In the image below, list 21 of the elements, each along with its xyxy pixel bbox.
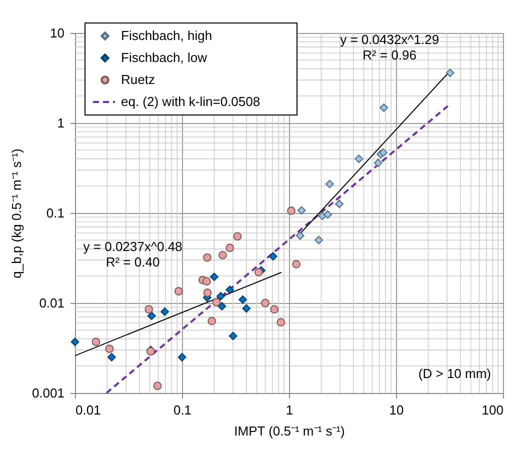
- y-tick-label: 0.01: [39, 296, 64, 310]
- legend-label: Ruetz: [121, 72, 155, 87]
- legend-label: Fischbach, low: [121, 50, 208, 65]
- x-tick-label: 10: [389, 402, 404, 418]
- y-tick-label: 10: [50, 26, 64, 40]
- annotation: y = 0.0237x^0.48: [83, 239, 182, 254]
- y-tick-label: 0.1: [46, 206, 64, 220]
- y-tick-label: 1: [57, 116, 64, 130]
- annotation: y = 0.0432x^1.29: [340, 32, 440, 48]
- y-tick-label: 0.001: [32, 386, 64, 400]
- annotation: (D > 10 mm): [418, 366, 491, 381]
- x-tick-label: 1: [286, 402, 294, 418]
- x-tick-label: 0.1: [173, 402, 192, 418]
- x-tick-label: 100: [482, 402, 504, 418]
- y-axis-title: q_b,p (kg 0.5⁻¹ m⁻¹ s⁻¹): [8, 148, 24, 278]
- x-axis-title: IMPT (0.5⁻¹ m⁻¹ s⁻¹): [234, 424, 345, 438]
- legend-label: eq. (2) with k-lin=0.0508: [121, 94, 260, 109]
- legend-label: Fischbach, high: [121, 28, 212, 43]
- annotation: R² = 0.96: [362, 48, 416, 63]
- x-tick-label: 0.01: [76, 402, 101, 418]
- annotation: R² = 0.40: [106, 254, 160, 270]
